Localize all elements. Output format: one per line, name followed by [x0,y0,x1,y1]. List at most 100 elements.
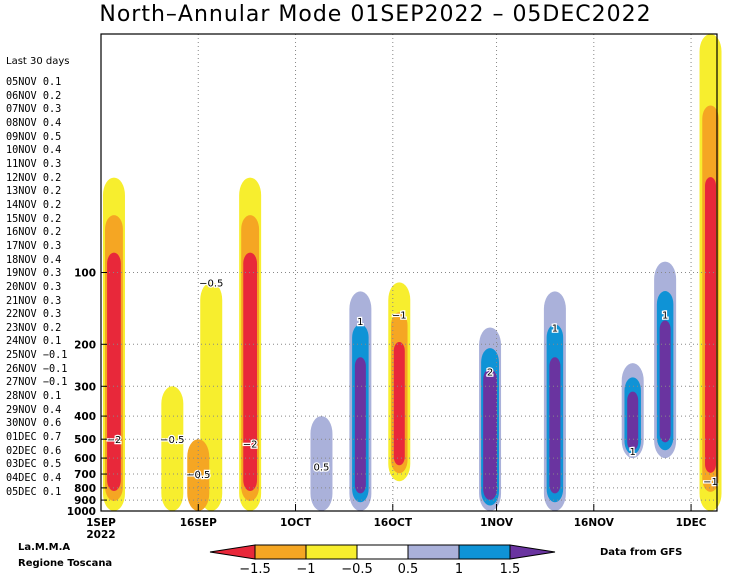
last30-item: 23NOV 0.2 [6,322,67,336]
x-axis-year: 2022 [86,529,115,541]
last30-value: 0.3 [42,268,62,280]
anomaly-region [627,391,639,451]
last30-item: 15NOV 0.2 [6,213,67,227]
last30-value: 0.2 [42,172,62,184]
last30-item: 11NOV 0.3 [6,158,67,172]
last30-date: 14NOV [6,199,37,211]
last30-date: 11NOV [6,158,37,170]
last30-value: 0.1 [42,336,62,348]
y-tick-label: 400 [74,411,96,423]
x-tick-label: 1SEP [86,517,116,529]
last30-date: 01DEC [6,432,37,444]
x-tick-label: 1OCT [280,517,312,529]
last30-value: 0.3 [42,158,62,170]
plot-frame [100,33,718,512]
contour-label: 1 [357,317,363,328]
x-tick-label: 16NOV [574,517,615,529]
colorbar-label: −1.5 [239,562,271,577]
last30-value: −0.1 [42,363,68,375]
last30-item: 06NOV 0.2 [6,90,67,104]
last30-date: 15NOV [6,213,37,225]
contour-label: 1 [630,447,636,458]
last30-item: 21NOV 0.3 [6,295,67,309]
last30-item: 28NOV 0.1 [6,390,67,404]
colorbar-label: 1 [455,562,463,577]
x-tick-label: 1DEC [676,517,707,529]
last30-value: 0.2 [42,199,62,211]
y-tick-label: 100 [74,268,96,280]
colorbar-segment [407,544,460,560]
colorbar-segment [458,544,511,560]
last30-date: 12NOV [6,172,37,184]
last30-value: 0.3 [42,309,62,321]
x-tick-label: 1NOV [480,517,514,529]
last30-item: 25NOV −0.1 [6,349,67,363]
last30-value: 0.1 [42,77,62,88]
last30-item: 27NOV −0.1 [6,376,67,390]
contour-label: −0.5 [186,470,210,481]
contour-label: 1 [552,323,558,334]
last30-item: 05DEC 0.1 [6,486,67,500]
last30-date: 21NOV [6,295,37,307]
last30-item: 13NOV 0.2 [6,185,67,199]
last30-date: 03DEC [6,459,37,471]
anomaly-region [109,290,119,481]
contour-label: 0.5 [314,462,330,473]
y-tick-label: 700 [74,469,96,481]
colorbar-label: −0.5 [341,562,373,577]
last30-date: 23NOV [6,322,37,334]
last30-value: 0.2 [42,322,62,334]
anomaly-region [245,290,255,481]
last30-item: 16NOV 0.2 [6,226,67,240]
last30-date: 02DEC [6,445,37,457]
last30-value: 0.6 [42,418,62,430]
colorbar-arrow-low [209,544,256,560]
last30-value: 0.5 [42,131,62,143]
colorbar-segment [254,544,307,560]
last30-date: 06NOV [6,90,37,102]
last30-item: 01DEC 0.7 [6,431,67,445]
last30-date: 26NOV [6,363,37,375]
org-name: La.M.M.A [18,542,71,553]
anomaly-region [393,342,405,466]
last30-value: 0.2 [42,186,62,198]
last30-date: 22NOV [6,309,37,321]
anomaly-region [187,439,210,511]
x-tick-label: 16OCT [374,517,413,529]
last30-value: 0.7 [42,432,62,444]
last30-value: −0.1 [42,377,68,389]
contour-label: −2 [243,439,258,450]
y-tick-label: 900 [74,495,96,507]
last30-item: 30NOV 0.6 [6,417,67,431]
last30-item: 24NOV 0.1 [6,335,67,349]
last30-date: 07NOV [6,104,37,116]
anomaly-region [310,416,333,511]
y-tick-label: 800 [74,483,96,495]
last30-item: 07NOV 0.3 [6,103,67,117]
last30-value: 0.4 [42,117,62,129]
last30-date: 25NOV [6,350,37,362]
contour-label: −1 [392,310,407,321]
last30-item: 17NOV 0.3 [6,240,67,254]
anomaly-region [549,357,561,494]
last30-date: 05NOV [6,77,37,88]
last30-item: 12NOV 0.2 [6,172,67,186]
contour-label: −0.5 [160,435,184,446]
last30-date: 24NOV [6,336,37,348]
last30-date: 29NOV [6,404,37,416]
anomaly-region [705,177,717,473]
y-tick-label: 300 [74,381,96,393]
last30-item: 22NOV 0.3 [6,308,67,322]
last30-value: 0.4 [42,145,62,157]
last30-value: 0.1 [42,486,62,498]
y-tick-label: 1000 [67,506,96,518]
anomaly-region [659,320,671,443]
last30-date: 17NOV [6,240,37,252]
last30-value: 0.2 [42,213,62,225]
last30-value: 0.6 [42,445,62,457]
contour-label: −0.5 [199,278,223,289]
y-tick-label: 600 [74,453,96,465]
last30-item: 08NOV 0.4 [6,117,67,131]
last30-item: 04DEC 0.4 [6,472,67,486]
y-tick-label: 500 [74,434,96,446]
